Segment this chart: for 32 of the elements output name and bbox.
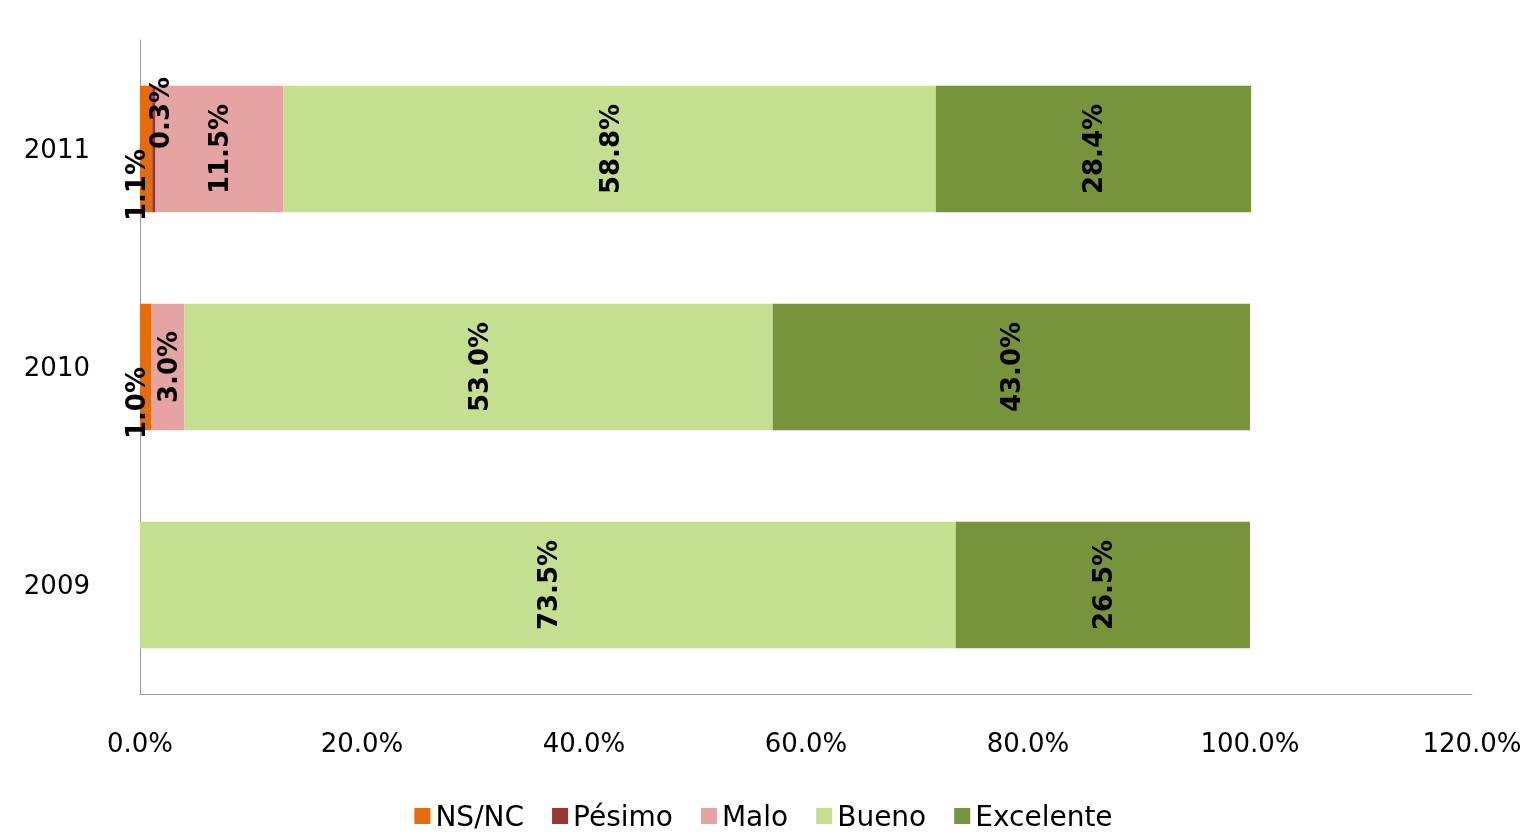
x-tick-label: 100.0% — [1200, 728, 1300, 758]
data-label: 1.0% — [121, 367, 151, 440]
x-tick-label: 40.0% — [542, 728, 626, 758]
data-label: 1.1% — [121, 149, 151, 222]
x-tick-label: 0.0% — [106, 728, 174, 758]
bar — [935, 85, 1252, 213]
bar — [140, 521, 956, 649]
data-label: 28.4% — [1078, 103, 1109, 195]
x-tick-label: 60.0% — [764, 728, 848, 758]
bar — [184, 303, 773, 431]
x-tick-label: 120.0% — [1422, 728, 1522, 758]
y-tick-label: 2011 — [23, 134, 90, 164]
data-label: 0.3% — [144, 76, 175, 149]
data-label: 26.5% — [1087, 539, 1118, 631]
data-label: 53.0% — [463, 321, 494, 413]
bar — [283, 85, 936, 213]
legend-label: Excelente — [975, 799, 1113, 833]
data-label: 43.0% — [996, 321, 1027, 413]
data-label: 3.0% — [152, 330, 183, 404]
y-tick-label: 2009 — [23, 570, 90, 600]
legend-label: NS/NC — [435, 799, 525, 833]
y-tick-label: 2010 — [23, 352, 90, 382]
x-tick-label: 20.0% — [320, 728, 404, 758]
data-label: 73.5% — [532, 539, 563, 631]
data-label: 58.8% — [594, 103, 625, 195]
legend-label: Malo — [721, 799, 789, 833]
legend-label: Pésimo — [573, 799, 673, 833]
bar — [772, 303, 1250, 431]
legend-label: Bueno — [837, 799, 927, 833]
data-label: 11.5% — [204, 103, 235, 195]
x-tick-label: 80.0% — [986, 728, 1070, 758]
bar — [955, 521, 1250, 649]
